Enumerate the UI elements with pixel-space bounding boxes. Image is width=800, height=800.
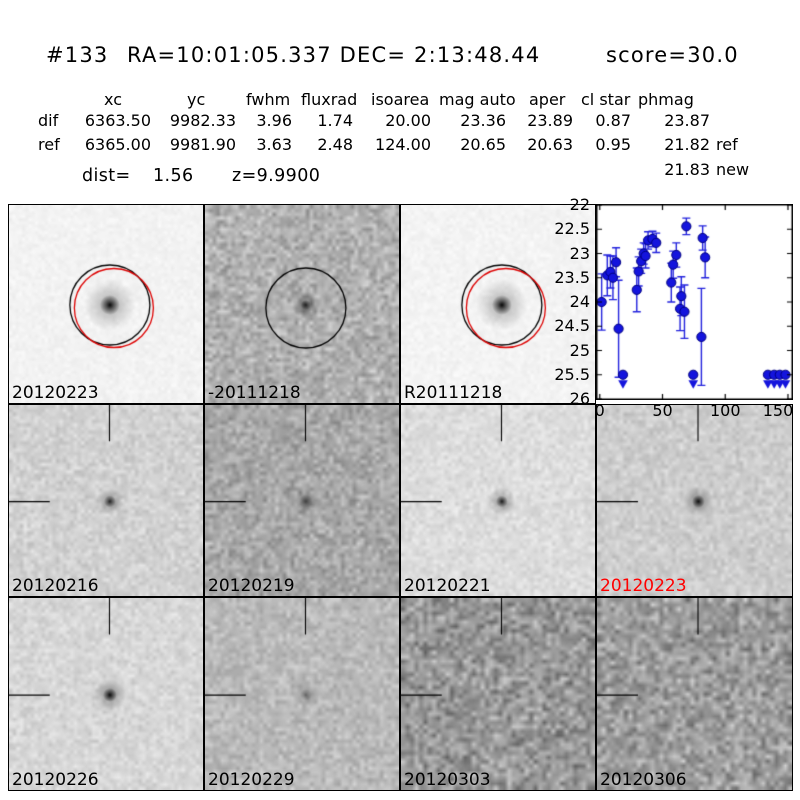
light-curve-canvas bbox=[596, 204, 793, 400]
table-header-cell: aper bbox=[529, 90, 566, 109]
x-tick-label: 0 bbox=[594, 401, 605, 420]
cutout-panel-20120219: 20120219 bbox=[204, 404, 400, 597]
candidate-score: score=30.0 bbox=[606, 43, 739, 67]
cutout-image bbox=[205, 405, 399, 596]
cutout-image bbox=[401, 598, 595, 790]
cutout-date-label: 20120216 bbox=[12, 576, 99, 596]
cutout-image bbox=[9, 205, 203, 403]
table-cell: 6365.00 bbox=[84, 135, 151, 154]
dist-label: dist= bbox=[82, 166, 131, 186]
cutout-image bbox=[9, 405, 203, 596]
light-curve-plot bbox=[596, 204, 793, 400]
table-header-cell: phmag bbox=[638, 90, 694, 109]
table-cell: 23.36 bbox=[460, 111, 506, 130]
table-cell: 0.87 bbox=[595, 111, 631, 130]
cutout-panel-20120223: 20120223 bbox=[8, 204, 204, 404]
y-tick-label: 25 bbox=[569, 340, 590, 360]
cutout-date-label: -20111218 bbox=[208, 383, 301, 403]
table-cell: 20.65 bbox=[460, 135, 506, 154]
table-cell: 1.74 bbox=[317, 111, 353, 130]
redshift-value: z=9.9900 bbox=[232, 166, 321, 186]
table-cell: 3.63 bbox=[256, 135, 292, 154]
cutout-image bbox=[401, 405, 595, 596]
cutout-date-label: 20120223 bbox=[600, 576, 687, 596]
cutout-date-label: 20120306 bbox=[600, 770, 687, 790]
cutout-panel-20120216: 20120216 bbox=[8, 404, 204, 597]
x-tick-label: 100 bbox=[709, 401, 741, 420]
y-tick-label: 22 bbox=[569, 195, 590, 214]
cutout-panel--20111218: -20111218 bbox=[204, 204, 400, 404]
cutout-panel-20120229: 20120229 bbox=[204, 597, 400, 791]
table-cell: 2.48 bbox=[317, 135, 353, 154]
table-cell: 20.63 bbox=[527, 135, 573, 154]
cutout-panel-R20111218: R20111218 bbox=[400, 204, 596, 404]
cutout-date-label: 20120303 bbox=[404, 770, 491, 790]
y-tick-label: 25.5 bbox=[554, 364, 590, 384]
x-tick-label: 150 bbox=[762, 401, 794, 420]
table-header-cell: yc bbox=[187, 90, 206, 109]
cutout-panel-20120303: 20120303 bbox=[400, 597, 596, 791]
dist-value: 1.56 bbox=[153, 166, 194, 186]
table-cell: 0.95 bbox=[595, 135, 631, 154]
cutout-panel-20120221: 20120221 bbox=[400, 404, 596, 597]
table-cell: 3.96 bbox=[256, 111, 292, 130]
y-tick-label: 24 bbox=[569, 292, 590, 311]
cutout-panel-20120226: 20120226 bbox=[8, 597, 204, 791]
table-header-cell: isoarea bbox=[371, 90, 430, 109]
cutout-date-label: 20120229 bbox=[208, 770, 295, 790]
cutout-date-label: 20120221 bbox=[404, 576, 491, 596]
cutout-image bbox=[205, 598, 399, 790]
y-tick-label: 23.5 bbox=[554, 267, 590, 287]
table-row-label: dif bbox=[38, 111, 59, 130]
cutout-image bbox=[597, 405, 792, 596]
table-header-cell: xc bbox=[104, 90, 122, 109]
table-cell: 9981.90 bbox=[169, 135, 236, 154]
x-tick-label: 50 bbox=[652, 401, 673, 420]
table-header-cell: cl star bbox=[581, 90, 631, 109]
table-row-label: ref bbox=[38, 135, 60, 154]
table-cell: 9982.33 bbox=[169, 111, 236, 130]
y-tick-label: 26 bbox=[569, 389, 590, 408]
cutout-panel-20120306: 20120306 bbox=[596, 597, 793, 791]
cutout-panel-20120223: 20120223 bbox=[596, 404, 793, 597]
phmag-extra-value: 21.83 bbox=[664, 160, 710, 179]
cutout-image bbox=[597, 598, 792, 790]
y-tick-label: 22.5 bbox=[554, 219, 590, 239]
candidate-id: #133 bbox=[46, 43, 109, 67]
table-cell: 124.00 bbox=[375, 135, 431, 154]
table-cell: 6363.50 bbox=[84, 111, 151, 130]
table-cell: 23.87 bbox=[664, 111, 710, 130]
cutout-date-label: R20111218 bbox=[404, 383, 503, 403]
table-cell: 20.00 bbox=[385, 111, 431, 130]
cutout-image bbox=[9, 598, 203, 790]
y-tick-label: 24.5 bbox=[554, 316, 590, 336]
cutout-date-label: 20120226 bbox=[12, 770, 99, 790]
y-tick-label: 23 bbox=[569, 243, 590, 263]
cutout-date-label: 20120219 bbox=[208, 576, 295, 596]
phmag-extra-suffix: new bbox=[716, 160, 750, 179]
candidate-coordinates: RA=10:01:05.337 DEC= 2:13:48.44 bbox=[127, 43, 541, 67]
table-header-cell: fwhm bbox=[246, 90, 291, 109]
table-header-cell: fluxrad bbox=[301, 90, 358, 109]
cutout-date-label: 20120223 bbox=[12, 383, 99, 403]
cutout-image bbox=[205, 205, 399, 403]
cutout-image bbox=[401, 205, 595, 403]
table-cell: 23.89 bbox=[527, 111, 573, 130]
table-header-cell: mag auto bbox=[439, 90, 516, 109]
phmag-suffix: ref bbox=[716, 135, 738, 154]
table-cell: 21.82 bbox=[664, 135, 710, 154]
